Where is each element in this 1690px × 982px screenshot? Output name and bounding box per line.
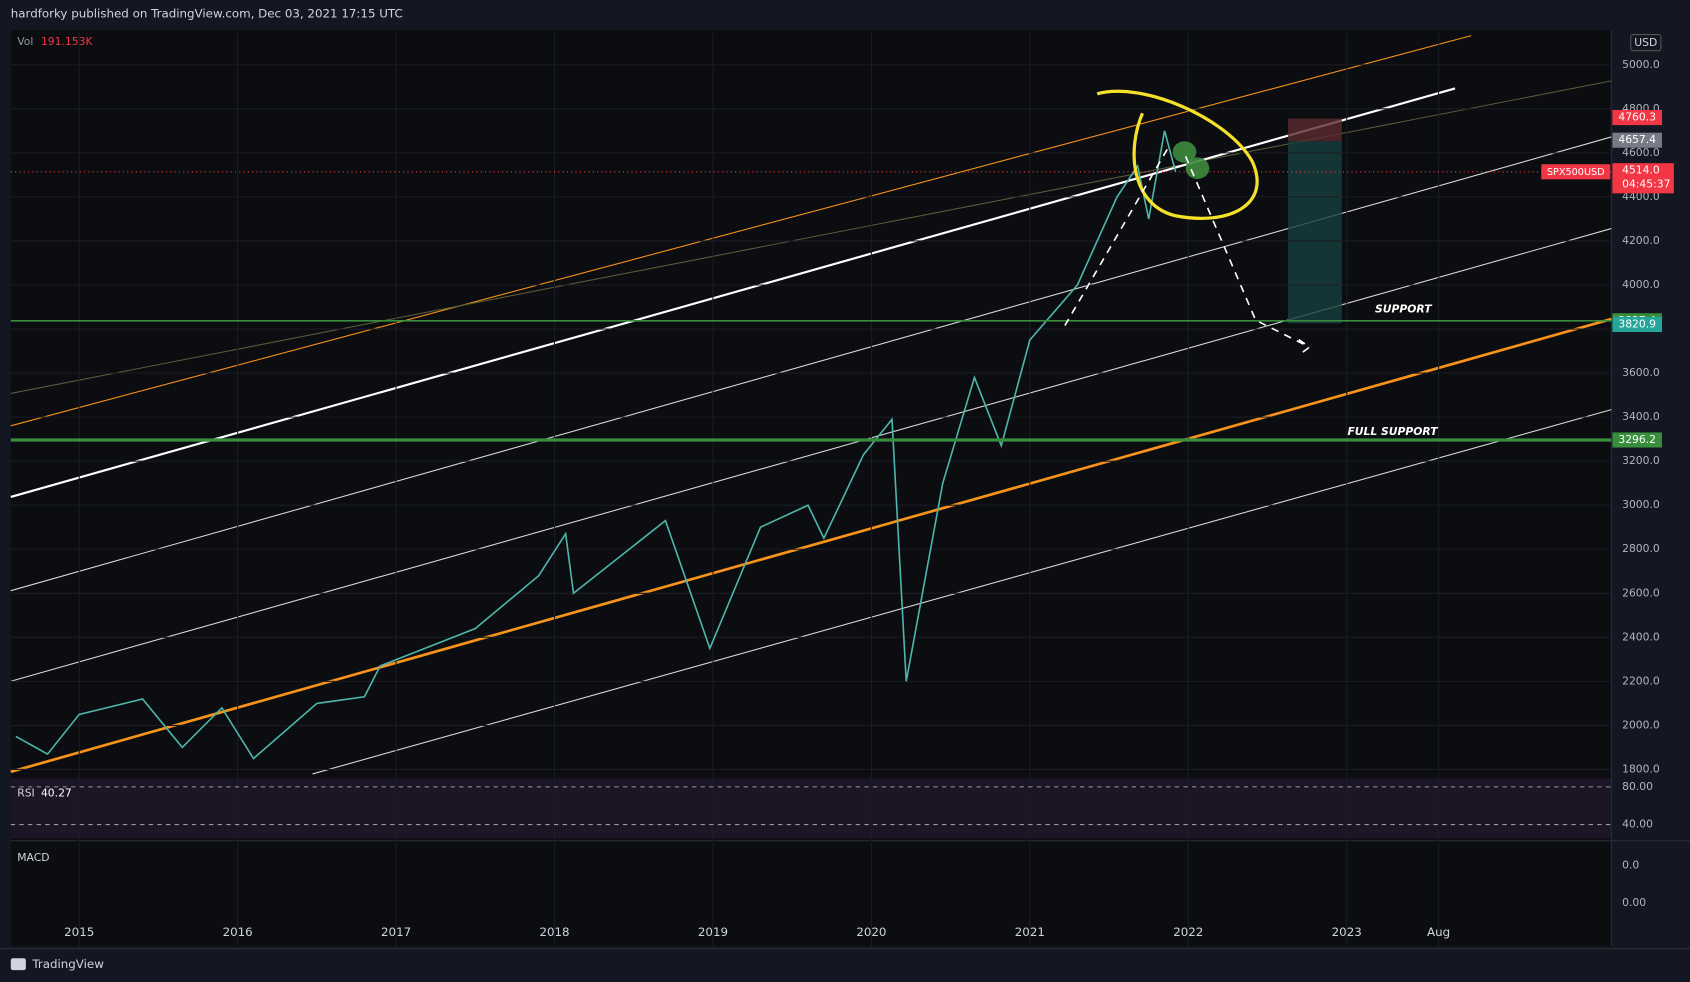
rsi-tick-label: 80.00 [1622, 780, 1653, 793]
rsi-pane [10, 778, 1612, 839]
y-tick-label: 4000.0 [1622, 278, 1660, 291]
y-tick-label: 4200.0 [1622, 234, 1660, 247]
x-tick-label: 2015 [64, 925, 94, 939]
symbol-tag [1541, 164, 1611, 180]
vol-value: 191.153K [41, 35, 94, 48]
y-tick-label: 1800.0 [1622, 762, 1660, 775]
x-tick-label: 2016 [223, 925, 253, 939]
price-tag-label: 3296.2 [1618, 433, 1656, 446]
y-tick-label: 2200.0 [1622, 674, 1660, 687]
highlight-circle [1096, 89, 1259, 220]
target-zone [1287, 141, 1342, 324]
y-tick-label: 3200.0 [1622, 454, 1660, 467]
rsi-value: 40.27 [41, 786, 72, 799]
x-tick-label: 2017 [381, 925, 411, 939]
price-tag [1612, 432, 1662, 448]
price-tag [1612, 163, 1674, 194]
x-tick-label: 2023 [1332, 925, 1362, 939]
macd-tick-label: 0.0 [1622, 859, 1639, 872]
x-tick-label: Aug [1427, 925, 1450, 939]
stop-zone [1287, 118, 1342, 142]
y-tick-label: 3000.0 [1622, 498, 1660, 511]
rsi-tick-label: 40.00 [1622, 818, 1653, 831]
countdown: 04:45:37 [1622, 178, 1670, 191]
currency-box [1630, 34, 1662, 52]
price-tag-label: 4760.3 [1618, 111, 1656, 124]
y-tick-label: 2000.0 [1622, 718, 1660, 731]
currency: USD [1634, 36, 1657, 49]
trend-line [10, 80, 1612, 394]
price-line [15, 130, 1177, 760]
price-tag [1612, 132, 1662, 148]
x-tick-label: 2019 [698, 925, 728, 939]
dashed-path [1064, 145, 1171, 326]
x-tick-label: 2022 [1173, 925, 1203, 939]
y-tick-label: 2800.0 [1622, 542, 1660, 555]
x-tick-label: 2021 [1015, 925, 1045, 939]
full-support-label: FULL SUPPORT [1347, 425, 1439, 438]
marker [1185, 157, 1210, 179]
y-tick-label: 2400.0 [1622, 630, 1660, 643]
y-tick-label: 2600.0 [1622, 586, 1660, 599]
brand: TradingView [31, 957, 104, 971]
marker [1172, 141, 1197, 163]
x-tick-label: 2018 [539, 925, 569, 939]
y-tick-label: 4600.0 [1622, 146, 1660, 159]
x-tick-label: 2020 [856, 925, 886, 939]
symbol: SPX500USD [1547, 167, 1605, 178]
rsi-label: RSI [17, 786, 35, 799]
last-price: 4514.0 [1622, 164, 1660, 177]
support-label: SUPPORT [1375, 302, 1433, 315]
y-tick-label: 3400.0 [1622, 410, 1660, 423]
trend-line [10, 136, 1612, 592]
price-tag [1612, 316, 1662, 332]
trend-line [10, 317, 1612, 774]
price-tag-label: 3820.9 [1618, 317, 1656, 330]
price-tag-label: 4657.4 [1618, 133, 1656, 146]
macd-tick-label: 0.00 [1622, 896, 1646, 909]
y-tick-label: 5000.0 [1622, 58, 1660, 71]
y-tick-label: 3600.0 [1622, 366, 1660, 379]
trend-line [10, 35, 1472, 427]
trend-line [10, 87, 1456, 498]
price-tag [1612, 110, 1662, 126]
vol-label: Vol [17, 35, 33, 48]
trend-line [10, 228, 1612, 682]
byline: hardforky published on TradingView.com, … [11, 7, 403, 21]
macd-label: MACD [17, 851, 49, 864]
trend-line [312, 409, 1612, 775]
dashed-arrow [1184, 156, 1311, 355]
brand-logo [10, 958, 26, 971]
